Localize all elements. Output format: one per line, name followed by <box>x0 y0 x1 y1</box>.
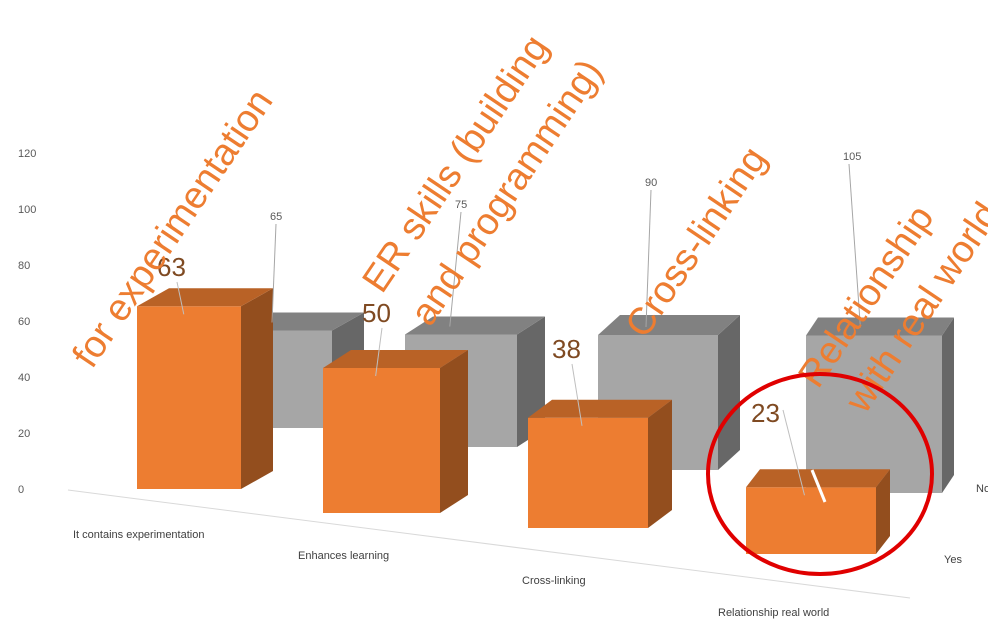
leader-line <box>782 409 805 496</box>
data-label-no: 75 <box>455 199 467 211</box>
data-label-no: 105 <box>843 151 861 163</box>
leader-line <box>571 363 583 426</box>
bar-yes <box>746 469 890 554</box>
data-label-no: 65 <box>270 211 282 223</box>
bar-yes <box>528 399 672 528</box>
leader-line <box>449 211 462 327</box>
x-category-label: Enhances learning <box>298 550 389 562</box>
x-category-label: It contains experimentation <box>73 529 204 541</box>
leader-line <box>271 223 277 323</box>
y-tick-label: 120 <box>18 148 36 160</box>
y-tick-label: 40 <box>18 372 30 384</box>
leader-line <box>375 327 383 377</box>
leader-line <box>810 469 827 503</box>
y-tick-label: 80 <box>18 260 30 272</box>
data-label-yes: 38 <box>552 334 581 364</box>
y-tick-label: 20 <box>18 428 30 440</box>
series-label-no: No <box>976 483 988 495</box>
leader-line <box>645 189 652 328</box>
highlight-circle <box>706 372 934 576</box>
x-axis-line <box>67 489 911 599</box>
data-label-yes: 50 <box>362 298 391 328</box>
x-category-label: Cross-linking <box>522 575 586 587</box>
x-category-label: Relationship real world <box>718 607 829 619</box>
leader-line <box>176 281 185 315</box>
data-label-yes: 63 <box>157 252 186 282</box>
y-tick-label: 60 <box>18 316 30 328</box>
data-label-yes: 23 <box>751 398 780 428</box>
bar-yes <box>323 350 468 513</box>
annotation-text: Cross-linking <box>618 139 776 345</box>
data-label-no: 90 <box>645 177 657 189</box>
leader-line <box>848 163 861 328</box>
bar-yes <box>137 288 273 489</box>
y-tick-label: 100 <box>18 204 36 216</box>
y-tick-label: 0 <box>18 484 24 496</box>
series-label-yes: Yes <box>944 554 962 566</box>
